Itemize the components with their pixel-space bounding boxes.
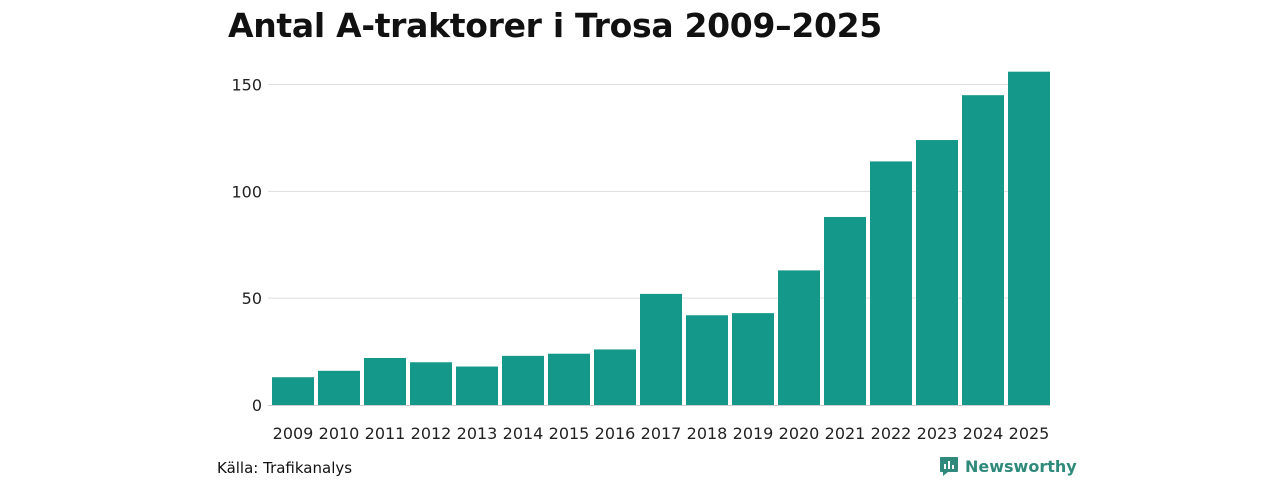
- brand-name: Newsworthy: [965, 457, 1077, 476]
- x-tick-label: 2024: [963, 424, 1004, 443]
- x-tick-label: 2020: [779, 424, 820, 443]
- x-tick-label: 2016: [595, 424, 636, 443]
- newsworthy-logo-icon: [940, 457, 958, 476]
- x-tick-label: 2019: [733, 424, 774, 443]
- y-tick-label: 0: [252, 396, 262, 415]
- bar-2015: [548, 353, 590, 405]
- axes: 0 50 100 150 2009 2010 2011 2012 2013 2014 2015 201…: [231, 76, 1050, 443]
- brand-logo: Newsworthy: [939, 456, 1077, 477]
- bar-2010: [318, 370, 360, 405]
- bar-2019: [732, 313, 774, 405]
- bar-2023: [916, 140, 958, 405]
- bar-2020: [778, 270, 820, 405]
- bar-2009: [272, 377, 314, 405]
- bar-2024: [962, 95, 1004, 405]
- bar-2013: [456, 366, 498, 405]
- bar-2011: [364, 357, 406, 405]
- x-tick-label: 2010: [319, 424, 360, 443]
- y-tick-label: 50: [242, 289, 262, 308]
- x-tick-label: 2012: [411, 424, 452, 443]
- bar-2025: [1008, 71, 1050, 406]
- bar-2021: [824, 216, 866, 405]
- x-tick-label: 2014: [503, 424, 544, 443]
- x-tick-label: 2009: [273, 424, 314, 443]
- bar-2022: [870, 161, 912, 405]
- source-label: Källa: Trafikanalys: [217, 459, 353, 477]
- x-tick-label: 2018: [687, 424, 728, 443]
- bar-2017: [640, 293, 682, 405]
- x-tick-label: 2023: [917, 424, 958, 443]
- x-tick-label: 2022: [871, 424, 912, 443]
- bar-2012: [410, 362, 452, 405]
- x-tick-label: 2025: [1009, 424, 1050, 443]
- x-tick-label: 2011: [365, 424, 406, 443]
- x-tick-label: 2021: [825, 424, 866, 443]
- x-tick-label: 2013: [457, 424, 498, 443]
- x-tick-label: 2017: [641, 424, 682, 443]
- bar-2016: [594, 349, 636, 405]
- bars: [272, 71, 1050, 406]
- bar-2014: [502, 355, 544, 405]
- y-tick-label: 150: [231, 76, 262, 95]
- x-tick-label: 2015: [549, 424, 590, 443]
- y-tick-label: 100: [231, 182, 262, 201]
- bar-2018: [686, 315, 728, 405]
- chart-title: Antal A-traktorer i Trosa 2009–2025: [228, 6, 882, 45]
